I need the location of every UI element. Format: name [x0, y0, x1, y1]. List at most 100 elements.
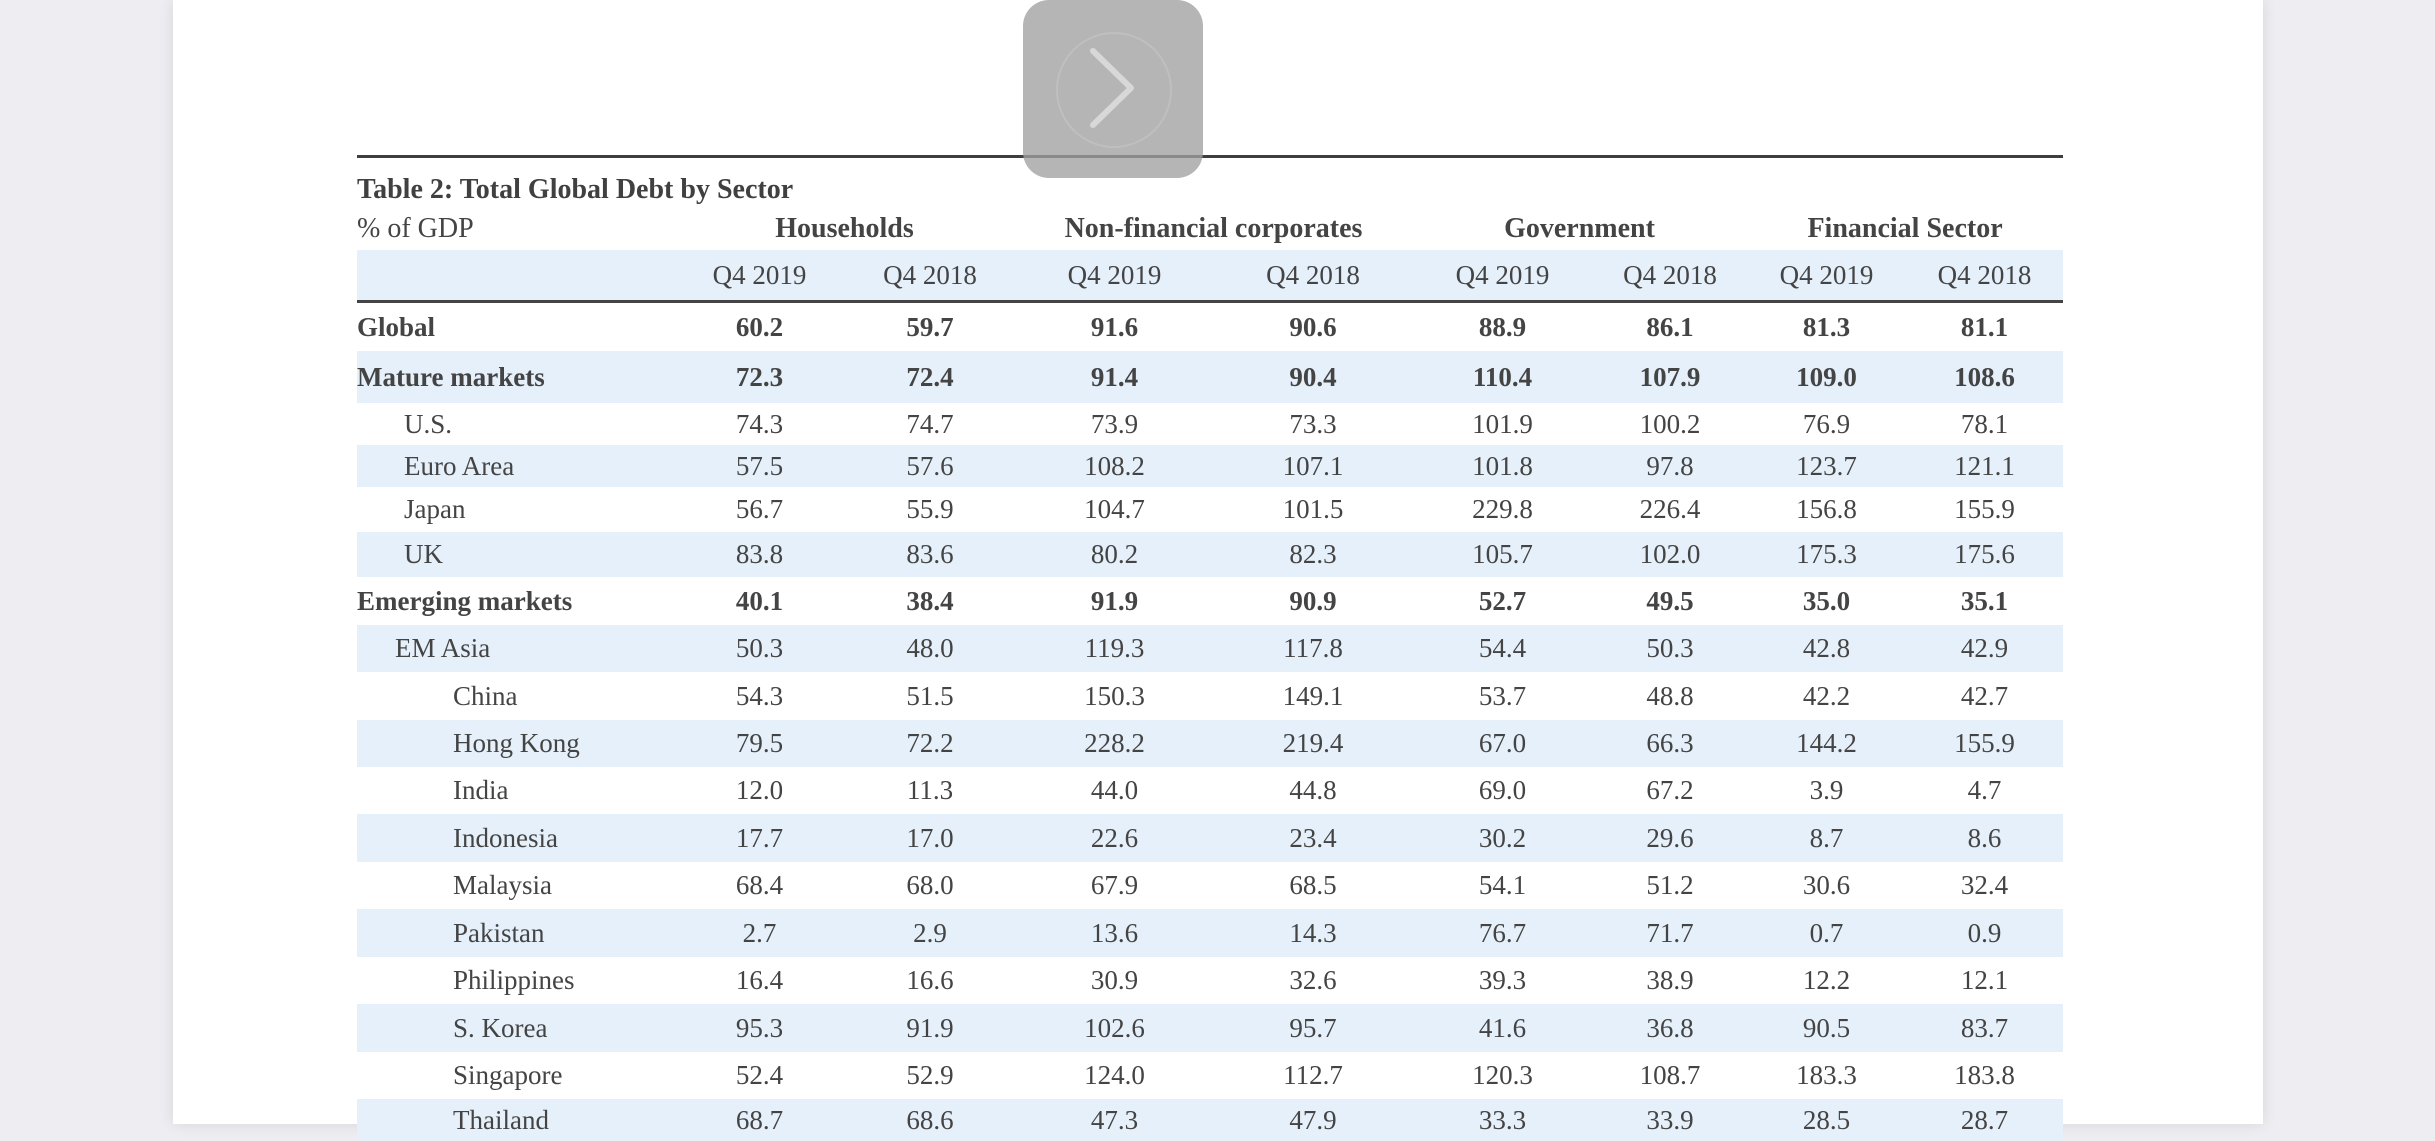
table-cell: 44.0: [1015, 767, 1214, 814]
row-label: S. Korea: [357, 1004, 674, 1052]
table-cell: 48.0: [845, 625, 1015, 672]
table-cell: 50.3: [674, 625, 845, 672]
row-label: India: [357, 767, 674, 814]
table-cell: 183.3: [1747, 1052, 1906, 1099]
table-cell: 54.3: [674, 672, 845, 720]
table-cell: 42.2: [1747, 672, 1906, 720]
table-cell: 88.9: [1412, 302, 1593, 352]
group-header-row: % of GDP Households Non-financial corpor…: [357, 208, 2063, 250]
table-cell: 11.3: [845, 767, 1015, 814]
table-cell: 78.1: [1906, 403, 2063, 445]
group-header-nonfinancial-corporates: Non-financial corporates: [1015, 208, 1412, 250]
table-cell: 149.1: [1214, 672, 1412, 720]
row-label: Indonesia: [357, 814, 674, 862]
table-cell: 108.6: [1906, 351, 2063, 403]
table-cell: 150.3: [1015, 672, 1214, 720]
table-cell: 83.7: [1906, 1004, 2063, 1052]
table-cell: 120.3: [1412, 1052, 1593, 1099]
table-cell: 105.7: [1412, 532, 1593, 577]
period-header: Q4 2019: [1412, 250, 1593, 302]
row-label: Euro Area: [357, 445, 674, 487]
table-cell: 100.2: [1593, 403, 1747, 445]
row-label: Philippines: [357, 957, 674, 1004]
table-cell: 42.7: [1906, 672, 2063, 720]
table-cell: 33.3: [1412, 1099, 1593, 1141]
table-cell: 72.2: [845, 720, 1015, 767]
table-cell: 28.5: [1747, 1099, 1906, 1141]
table-cell: 67.9: [1015, 862, 1214, 909]
table-cell: 102.0: [1593, 532, 1747, 577]
table-cell: 32.4: [1906, 862, 2063, 909]
row-label: Emerging markets: [357, 577, 674, 625]
table-cell: 41.6: [1412, 1004, 1593, 1052]
row-label: UK: [357, 532, 674, 577]
row-label: Global: [357, 302, 674, 352]
table-cell: 90.9: [1214, 577, 1412, 625]
table-cell: 108.7: [1593, 1052, 1747, 1099]
table-cell: 16.4: [674, 957, 845, 1004]
table-cell: 155.9: [1906, 720, 2063, 767]
table-cell: 8.6: [1906, 814, 2063, 862]
table-cell: 83.8: [674, 532, 845, 577]
table-cell: 57.6: [845, 445, 1015, 487]
table-cell: 52.4: [674, 1052, 845, 1099]
table-cell: 68.5: [1214, 862, 1412, 909]
table-cell: 32.6: [1214, 957, 1412, 1004]
group-header-financial-sector: Financial Sector: [1747, 208, 2063, 250]
document-page: Table 2: Total Global Debt by Sector % o…: [173, 0, 2263, 1124]
row-label: EM Asia: [357, 625, 674, 672]
table-cell: 155.9: [1906, 487, 2063, 532]
table-cell: 0.7: [1747, 909, 1906, 957]
table-cell: 229.8: [1412, 487, 1593, 532]
table-cell: 91.4: [1015, 351, 1214, 403]
table-cell: 42.8: [1747, 625, 1906, 672]
table-cell: 74.7: [845, 403, 1015, 445]
table-cell: 35.0: [1747, 577, 1906, 625]
table-cell: 68.6: [845, 1099, 1015, 1141]
table-cell: 95.7: [1214, 1004, 1412, 1052]
table-cell: 30.9: [1015, 957, 1214, 1004]
table-cell: 91.6: [1015, 302, 1214, 352]
table-cell: 33.9: [1593, 1099, 1747, 1141]
period-header: Q4 2018: [1214, 250, 1412, 302]
table-cell: 68.4: [674, 862, 845, 909]
table-cell: 47.3: [1015, 1099, 1214, 1141]
table-cell: 72.3: [674, 351, 845, 403]
table-cell: 14.3: [1214, 909, 1412, 957]
table-cell: 110.4: [1412, 351, 1593, 403]
table-cell: 47.9: [1214, 1099, 1412, 1141]
table-cell: 56.7: [674, 487, 845, 532]
table-cell: 69.0: [1412, 767, 1593, 814]
row-label: Hong Kong: [357, 720, 674, 767]
table-cell: 76.9: [1747, 403, 1906, 445]
next-page-button[interactable]: [1023, 0, 1203, 178]
table-cell: 183.8: [1906, 1052, 2063, 1099]
table-cell: 71.7: [1593, 909, 1747, 957]
table-cell: 54.1: [1412, 862, 1593, 909]
period-header-row: Q4 2019 Q4 2018 Q4 2019 Q4 2018 Q4 2019 …: [357, 250, 2063, 302]
table-cell: 97.8: [1593, 445, 1747, 487]
row-label: Japan: [357, 487, 674, 532]
table-cell: 81.3: [1747, 302, 1906, 352]
table-cell: 91.9: [845, 1004, 1015, 1052]
row-label: U.S.: [357, 403, 674, 445]
table-cell: 219.4: [1214, 720, 1412, 767]
table-cell: 38.4: [845, 577, 1015, 625]
table-cell: 40.1: [674, 577, 845, 625]
table-cell: 76.7: [1412, 909, 1593, 957]
table-cell: 123.7: [1747, 445, 1906, 487]
table-cell: 51.5: [845, 672, 1015, 720]
row-label: Mature markets: [357, 351, 674, 403]
table-cell: 90.4: [1214, 351, 1412, 403]
table-cell: 2.9: [845, 909, 1015, 957]
table-cell: 121.1: [1906, 445, 2063, 487]
table-cell: 52.9: [845, 1052, 1015, 1099]
table-cell: 0.9: [1906, 909, 2063, 957]
period-header: Q4 2018: [845, 250, 1015, 302]
